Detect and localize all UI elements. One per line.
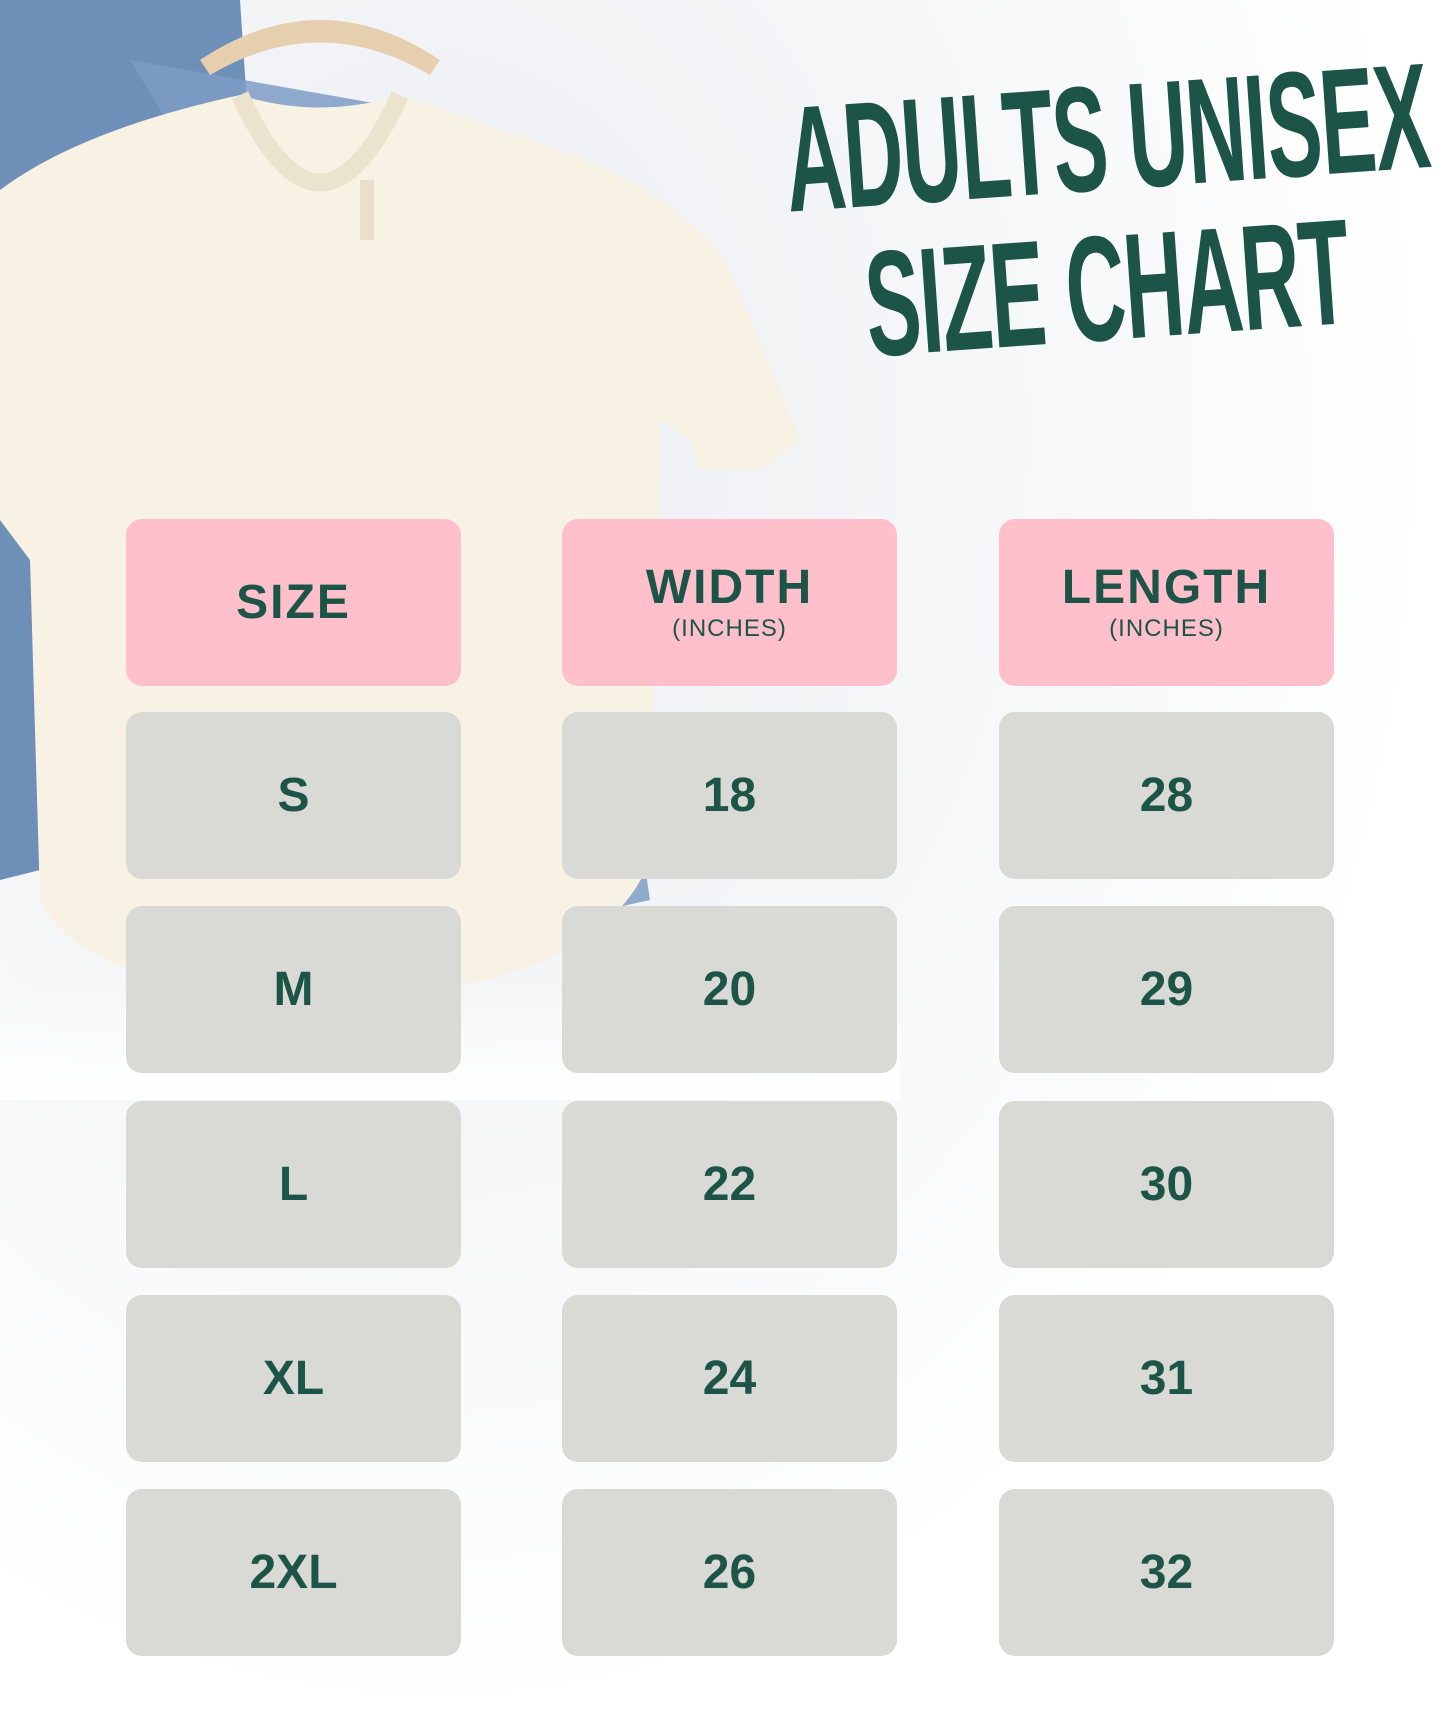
header-length: LENGTH (INCHES) bbox=[999, 519, 1334, 686]
title-line-2: SIZE CHART bbox=[859, 187, 1355, 389]
cell-value: 26 bbox=[702, 1546, 757, 1599]
page-title: ADULTS UNISEX SIZE CHART bbox=[779, 31, 1439, 389]
cell-width: 22 bbox=[562, 1101, 897, 1268]
cell-size: M bbox=[126, 906, 461, 1073]
hanger bbox=[200, 20, 440, 75]
cell-value: M bbox=[273, 963, 314, 1016]
cell-length: 29 bbox=[999, 906, 1334, 1073]
cell-value: L bbox=[278, 1158, 309, 1211]
cell-value: 24 bbox=[702, 1352, 757, 1405]
cell-width: 24 bbox=[562, 1295, 897, 1462]
cell-size: L bbox=[126, 1101, 461, 1268]
cell-length: 32 bbox=[999, 1489, 1334, 1656]
cell-value: 28 bbox=[1139, 769, 1194, 822]
cell-width: 18 bbox=[562, 712, 897, 879]
cell-width: 20 bbox=[562, 906, 897, 1073]
cell-value: 18 bbox=[702, 769, 757, 822]
cell-width: 26 bbox=[562, 1489, 897, 1656]
header-label: LENGTH bbox=[1061, 560, 1272, 614]
header-width: WIDTH (INCHES) bbox=[562, 519, 897, 686]
cell-value: 31 bbox=[1139, 1352, 1194, 1405]
cell-length: 28 bbox=[999, 712, 1334, 879]
header-size: SIZE bbox=[126, 519, 461, 686]
cell-value: XL bbox=[262, 1352, 325, 1405]
cell-value: S bbox=[277, 769, 310, 822]
cell-size: S bbox=[126, 712, 461, 879]
cell-value: 2XL bbox=[249, 1546, 338, 1599]
cell-size: 2XL bbox=[126, 1489, 461, 1656]
cell-value: 30 bbox=[1139, 1158, 1194, 1211]
cell-length: 30 bbox=[999, 1101, 1334, 1268]
cell-value: 20 bbox=[702, 963, 757, 1016]
cell-value: 29 bbox=[1139, 963, 1194, 1016]
header-label: SIZE bbox=[236, 575, 351, 629]
cell-length: 31 bbox=[999, 1295, 1334, 1462]
header-unit: (INCHES) bbox=[672, 614, 787, 642]
cell-value: 32 bbox=[1139, 1546, 1194, 1599]
cell-size: XL bbox=[126, 1295, 461, 1462]
header-label: WIDTH bbox=[645, 560, 814, 614]
cell-value: 22 bbox=[702, 1158, 757, 1211]
header-unit: (INCHES) bbox=[1109, 614, 1224, 642]
